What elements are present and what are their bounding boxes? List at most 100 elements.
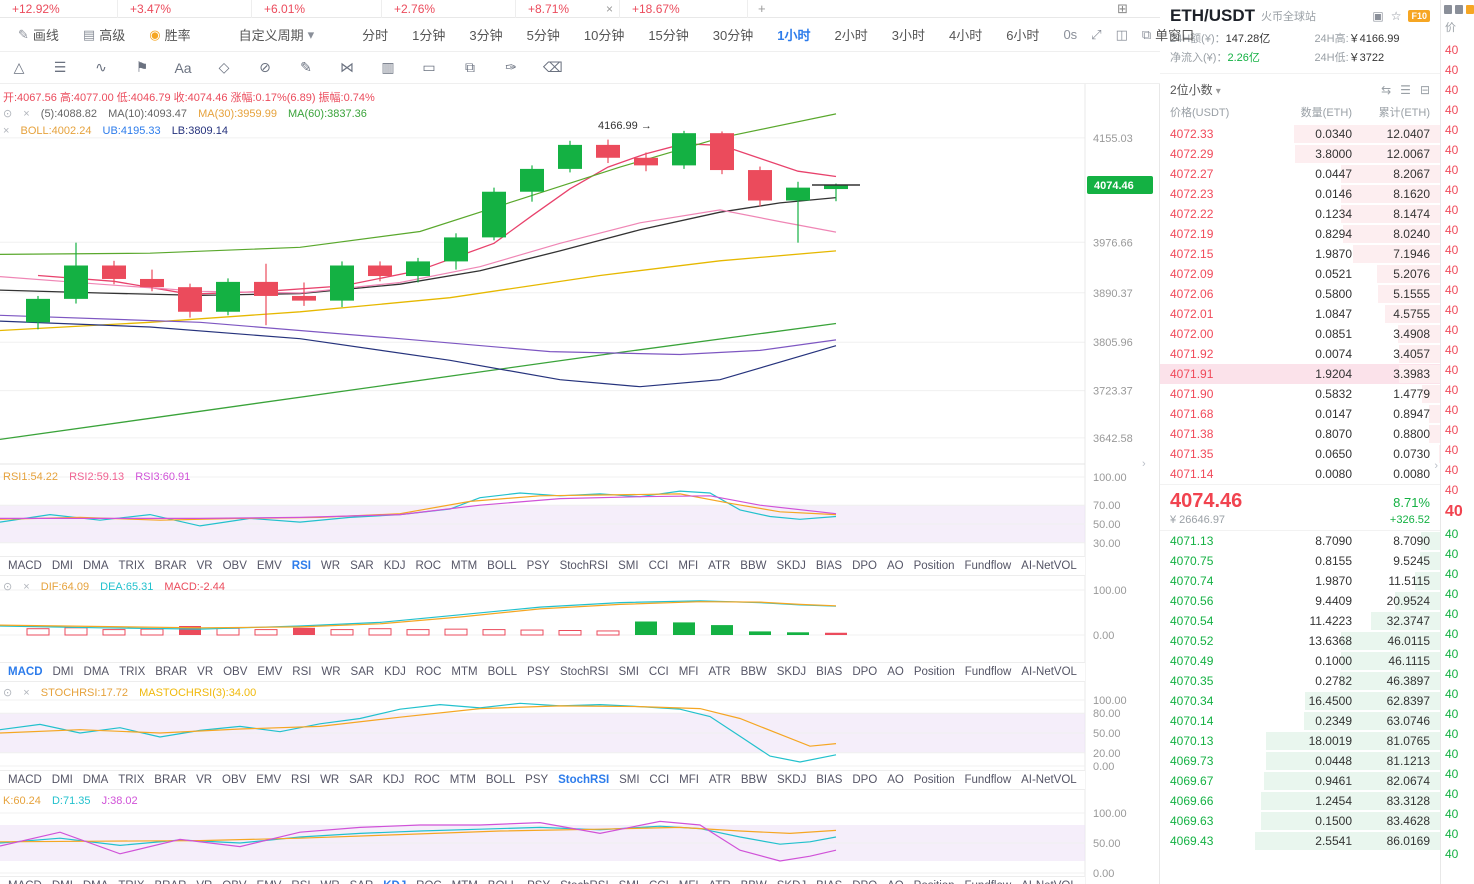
indicator-tab-SAR[interactable]: SAR (350, 880, 374, 884)
indicator-tab-KDJ[interactable]: KDJ (384, 666, 406, 678)
add-tab-icon[interactable]: + (758, 1, 766, 16)
layout-view-icon[interactable]: ⊟ (1419, 82, 1430, 97)
screenshot-icon[interactable]: ▣ (1372, 9, 1384, 23)
trade-price[interactable]: 40 (1445, 767, 1459, 781)
gear-icon[interactable]: ⊙ (3, 108, 13, 120)
indicator-tab-MTM[interactable]: MTM (451, 666, 478, 678)
indicator-tab-CCI[interactable]: CCI (649, 774, 670, 786)
edit-icon[interactable]: ✑ (505, 59, 517, 75)
pencil-icon[interactable]: ✎ (300, 59, 312, 75)
trade-price[interactable]: 40 (1445, 383, 1459, 397)
lines-icon[interactable]: ☰ (53, 59, 67, 75)
fullscreen-icon[interactable]: ⤢ (1091, 26, 1102, 42)
trade-price[interactable]: 40 (1445, 787, 1459, 801)
indicator-tab-SKDJ[interactable]: SKDJ (776, 560, 806, 572)
indicator-tab-SAR[interactable]: SAR (350, 666, 375, 678)
gear-icon[interactable]: ⊙ (3, 581, 13, 593)
ask-row[interactable]: 4072.22 0.1234 8.1474 (1160, 204, 1440, 224)
trade-price[interactable]: 40 (1445, 203, 1459, 217)
measure-icon[interactable]: ⋈ (340, 59, 354, 75)
favorite-icon[interactable]: ☆ (1390, 9, 1402, 23)
indicator-tab-BOLL[interactable]: BOLL (485, 774, 516, 786)
ask-row[interactable]: 4072.09 0.0521 5.2076 (1160, 264, 1440, 284)
trade-price[interactable]: 40 (1445, 263, 1459, 277)
indicator-tab-Position[interactable]: Position (914, 880, 955, 884)
depth-merge-icon[interactable]: ⇆ (1381, 82, 1392, 97)
trade-price[interactable]: 40 (1445, 123, 1459, 137)
indicator-tab-DMI[interactable]: DMI (52, 880, 73, 884)
indicator-tab-PSY[interactable]: PSY (527, 880, 550, 884)
ask-row[interactable]: 4072.27 0.0447 8.2067 (1160, 164, 1440, 184)
period-1分钟[interactable]: 1分钟 (412, 28, 446, 43)
trade-price[interactable]: 40 (1445, 103, 1459, 117)
indicator-tab-VR[interactable]: VR (196, 560, 213, 572)
indicator-tab-MFI[interactable]: MFI (679, 880, 699, 884)
indicator-tab-WR[interactable]: WR (321, 880, 340, 884)
indicator-tab-RSI[interactable]: RSI (291, 880, 310, 884)
indicator-tab-VR[interactable]: VR (197, 666, 214, 678)
ask-row[interactable]: 4072.00 0.0851 3.4908 (1160, 324, 1440, 344)
bid-row[interactable]: 4069.67 0.9461 82.0674 (1160, 771, 1440, 791)
panel-collapse-arrow-icon[interactable]: › (1434, 460, 1438, 472)
indicator-tab-MACD[interactable]: MACD (8, 774, 42, 786)
trade-price[interactable]: 40 (1445, 443, 1459, 457)
indicator-tab-SKDJ[interactable]: SKDJ (777, 880, 806, 884)
trade-price[interactable]: 40 (1445, 483, 1459, 497)
indicator-tab-EMV[interactable]: EMV (257, 666, 283, 678)
trade-price[interactable]: 40 (1445, 807, 1459, 821)
ask-row[interactable]: 4071.68 0.0147 0.8947 (1160, 404, 1440, 424)
indicator-tab-AO[interactable]: AO (887, 774, 904, 786)
bid-row[interactable]: 4070.34 16.4500 62.8397 (1160, 691, 1440, 711)
indicator-tab-BBW[interactable]: BBW (740, 560, 767, 572)
trade-price[interactable]: 40 (1445, 587, 1459, 601)
indicator-tab-DMI[interactable]: DMI (51, 774, 73, 786)
trade-price[interactable]: 40 (1445, 403, 1459, 417)
draw-line-button[interactable]: ✎ 画线 (18, 25, 59, 44)
indicator-tab-Position[interactable]: Position (913, 774, 955, 786)
bars-icon[interactable]: ▥ (381, 59, 395, 75)
close-icon[interactable]: × (23, 581, 30, 593)
trade-price[interactable]: 40 (1445, 343, 1459, 357)
indicator-tab-BBW[interactable]: BBW (741, 880, 767, 884)
period-5分钟[interactable]: 5分钟 (526, 28, 560, 43)
indicator-tab-BRAR[interactable]: BRAR (155, 666, 188, 678)
indicator-tab-ATR[interactable]: ATR (708, 774, 731, 786)
indicator-tab-ATR[interactable]: ATR (708, 560, 731, 572)
indicator-tab-Fundflow[interactable]: Fundflow (964, 666, 1012, 678)
indicator-tab-Fundflow[interactable]: Fundflow (964, 774, 1012, 786)
indicator-tab-VR[interactable]: VR (196, 880, 212, 884)
ask-row[interactable]: 4072.29 3.8000 12.0067 (1160, 144, 1440, 164)
cursor-icon[interactable]: △ (13, 59, 25, 75)
bid-row[interactable]: 4069.66 1.2454 83.3128 (1160, 791, 1440, 811)
custom-period-dropdown[interactable]: 自定义周期 ▾ (239, 25, 315, 44)
ask-row[interactable]: 4072.01 1.0847 4.5755 (1160, 304, 1440, 324)
close-icon[interactable]: × (605, 1, 613, 16)
ask-row[interactable]: 4072.33 0.0340 12.0407 (1160, 124, 1440, 144)
indicator-tab-CCI[interactable]: CCI (649, 880, 669, 884)
bid-row[interactable]: 4071.13 8.7090 8.7090 (1160, 531, 1440, 551)
indicator-tab-PSY[interactable]: PSY (526, 560, 550, 572)
period-10分钟[interactable]: 10分钟 (583, 28, 625, 43)
trade-price[interactable]: 40 (1445, 727, 1459, 741)
indicator-tab-DMI[interactable]: DMI (51, 560, 73, 572)
trade-price[interactable]: 40 (1445, 163, 1459, 177)
indicator-tab-BOLL[interactable]: BOLL (488, 880, 517, 884)
trade-price[interactable]: 40 (1445, 847, 1459, 861)
indicator-tab-MTM[interactable]: MTM (450, 560, 478, 572)
indicator-tab-RSI[interactable]: RSI (292, 666, 312, 678)
bid-row[interactable]: 4069.43 2.5541 86.0169 (1160, 831, 1440, 851)
indicator-tab-DMA[interactable]: DMA (82, 560, 109, 572)
rect-icon[interactable]: ▭ (422, 59, 436, 75)
bid-row[interactable]: 4070.13 18.0019 81.0765 (1160, 731, 1440, 751)
trade-price[interactable]: 40 (1445, 667, 1459, 681)
indicator-tab-KDJ[interactable]: KDJ (383, 880, 406, 884)
bid-row[interactable]: 4070.75 0.8155 9.5245 (1160, 551, 1440, 571)
indicator-tab-BIAS[interactable]: BIAS (816, 774, 843, 786)
period-1小时[interactable]: 1小时 (777, 28, 811, 43)
indicator-tab-MFI[interactable]: MFI (678, 560, 699, 572)
indicator-tab-Fundflow[interactable]: Fundflow (965, 880, 1012, 884)
trade-price[interactable]: 40 (1445, 707, 1459, 721)
indicator-tab-MTM[interactable]: MTM (452, 880, 478, 884)
indicator-tab-BBW[interactable]: BBW (740, 666, 767, 678)
indicator-tab-EMV[interactable]: EMV (257, 880, 282, 884)
